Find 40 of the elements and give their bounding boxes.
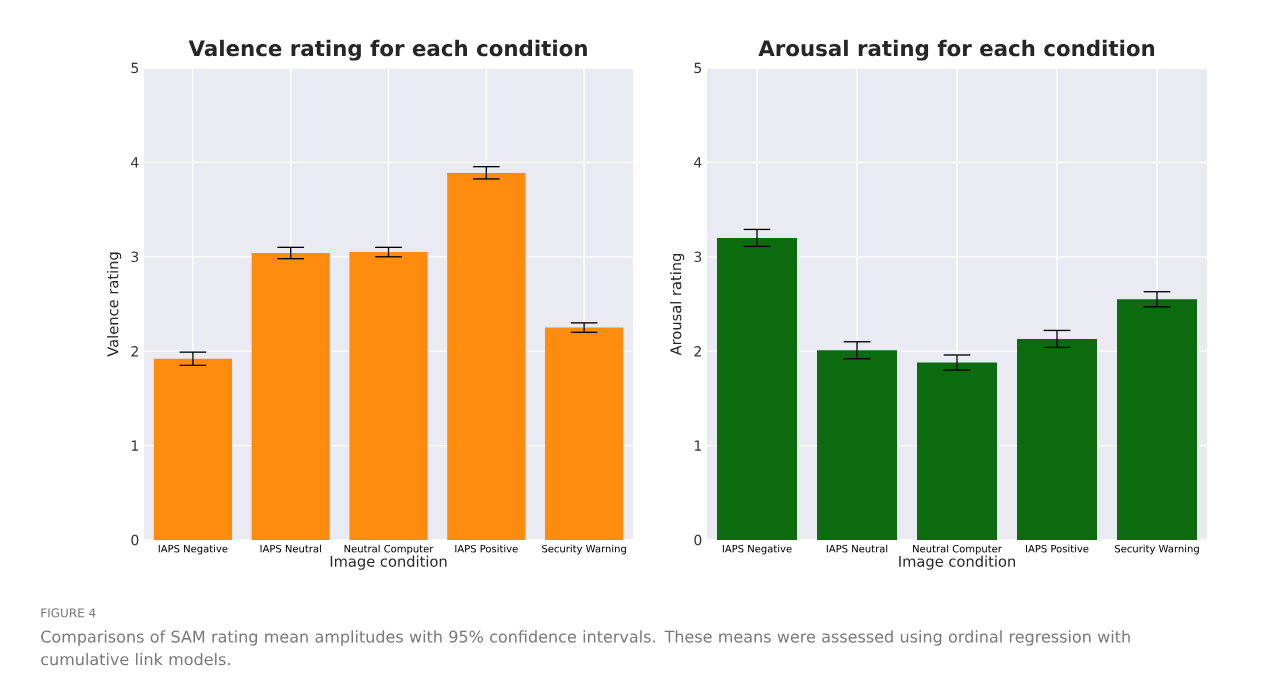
- y-tick-label: 5: [694, 62, 702, 74]
- x-tick-label: IAPS Positive: [1026, 544, 1089, 553]
- x-tick-label: Neutral Computer: [344, 544, 434, 555]
- bar: [1117, 299, 1198, 540]
- y-tick-label: 3: [131, 251, 139, 263]
- x-axis-title: Image condition: [330, 555, 447, 570]
- bar: [251, 253, 330, 540]
- caption: FIGURE 4: [41, 608, 96, 618]
- bar: [349, 252, 428, 540]
- x-tick-label: IAPS Negative: [158, 544, 228, 555]
- bar: [817, 350, 898, 540]
- y-tick-label: 1: [694, 440, 701, 451]
- y-tick-label: 2: [694, 346, 701, 357]
- bar: [153, 358, 233, 540]
- x-tick-label: Security Warning: [542, 544, 626, 555]
- text: Comparisons of SAM rating mean amplitudes with 95% confidence intervals. These means were assessed using ordinal regression with cumulative link models.: [41, 630, 1130, 666]
- y-tick-label: 1: [131, 440, 138, 451]
- bar: [917, 362, 998, 540]
- y-tick-label: 0: [694, 534, 702, 546]
- bar: [544, 327, 624, 540]
- y-tick-label: 0: [131, 534, 139, 546]
- x-tick-label: IAPS Negative: [722, 544, 792, 555]
- x-tick-label: IAPS Neutral: [826, 544, 888, 553]
- y-tick-label: 5: [131, 62, 139, 74]
- bar: [447, 172, 526, 540]
- y-tick-label: 4: [694, 157, 702, 168]
- x-tick-label: IAPS Neutral: [260, 544, 321, 553]
- x-tick-label: Security Warning: [1115, 544, 1199, 555]
- y-tick-label: 4: [131, 157, 139, 168]
- y-axis-title: Valence rating: [107, 252, 122, 357]
- x-axis-title: Image condition: [899, 555, 1015, 570]
- y-tick-label: 2: [131, 346, 138, 357]
- bar: [1017, 338, 1098, 540]
- chart-title: Arousal rating for each condition: [758, 39, 1155, 61]
- y-axis-title: Arousal rating: [670, 253, 685, 356]
- chart-title: Valence rating for each condition: [188, 39, 587, 61]
- bar: [717, 237, 798, 540]
- x-tick-label: IAPS Positive: [455, 544, 518, 553]
- x-tick-label: Neutral Computer: [913, 544, 1002, 555]
- y-tick-label: 3: [694, 251, 702, 263]
